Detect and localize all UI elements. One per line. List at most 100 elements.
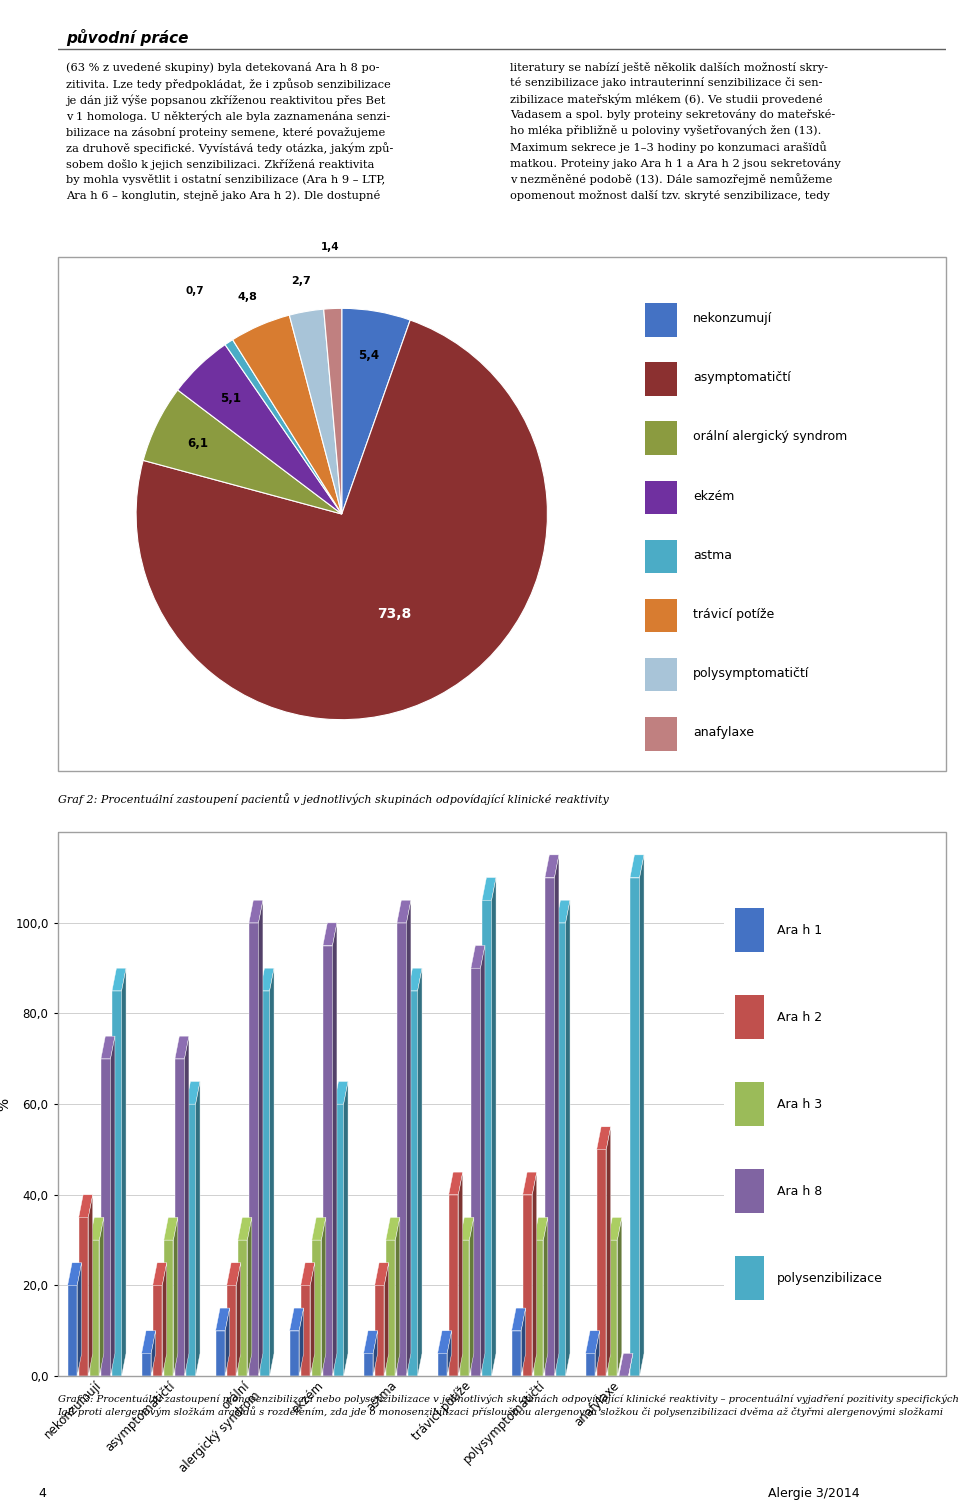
Polygon shape [184, 1036, 189, 1376]
Polygon shape [448, 1194, 458, 1376]
Polygon shape [152, 1331, 156, 1376]
Wedge shape [136, 321, 547, 720]
Polygon shape [629, 1353, 633, 1376]
Polygon shape [216, 1331, 226, 1376]
Polygon shape [238, 1240, 248, 1376]
Polygon shape [249, 922, 258, 1376]
Polygon shape [438, 1353, 447, 1376]
Polygon shape [300, 1285, 310, 1376]
Polygon shape [438, 1331, 451, 1353]
Text: Ara h 8: Ara h 8 [777, 1184, 822, 1198]
Polygon shape [545, 854, 559, 877]
Wedge shape [225, 340, 342, 514]
Polygon shape [408, 968, 422, 990]
Polygon shape [460, 1217, 474, 1240]
Polygon shape [153, 1285, 162, 1376]
Polygon shape [290, 1308, 303, 1331]
Polygon shape [88, 1194, 93, 1376]
Polygon shape [90, 1240, 100, 1376]
Polygon shape [101, 1058, 110, 1376]
Polygon shape [386, 1217, 400, 1240]
Polygon shape [556, 900, 570, 922]
Polygon shape [586, 1331, 600, 1353]
Polygon shape [101, 1036, 115, 1058]
Polygon shape [384, 1263, 389, 1376]
Bar [645, 599, 677, 632]
Polygon shape [322, 1217, 325, 1376]
Polygon shape [312, 1217, 325, 1240]
Text: Graf 3: Procentuální zastoupení monosenzibilizací nebo polysenzibilizace v jedno: Graf 3: Procentuální zastoupení monosenz… [58, 1394, 959, 1417]
Polygon shape [196, 1081, 200, 1376]
Text: 2,7: 2,7 [291, 277, 311, 286]
Polygon shape [164, 1217, 178, 1240]
Polygon shape [249, 900, 263, 922]
Polygon shape [141, 1331, 156, 1353]
Polygon shape [482, 877, 496, 900]
Polygon shape [162, 1263, 167, 1376]
Polygon shape [186, 1081, 200, 1104]
Polygon shape [258, 900, 263, 1376]
Polygon shape [323, 945, 332, 1376]
Text: 5,4: 5,4 [358, 349, 379, 363]
Polygon shape [543, 1217, 548, 1376]
Polygon shape [556, 922, 565, 1376]
Polygon shape [471, 968, 481, 1376]
Bar [645, 540, 677, 573]
Polygon shape [300, 1308, 303, 1376]
Wedge shape [342, 308, 410, 514]
Polygon shape [112, 968, 126, 990]
Polygon shape [406, 900, 411, 1376]
Polygon shape [227, 1263, 241, 1285]
Text: asymptomatičtí: asymptomatičtí [693, 372, 791, 384]
Wedge shape [178, 345, 342, 514]
Text: polysenzibilizace: polysenzibilizace [777, 1272, 883, 1285]
Wedge shape [143, 390, 342, 514]
Polygon shape [175, 1058, 184, 1376]
Polygon shape [617, 1217, 622, 1376]
Polygon shape [521, 1308, 526, 1376]
Polygon shape [607, 1126, 611, 1376]
Polygon shape [448, 1172, 463, 1194]
Polygon shape [226, 1308, 229, 1376]
Text: Ara h 2: Ara h 2 [777, 1010, 822, 1024]
Polygon shape [481, 945, 485, 1376]
Polygon shape [608, 1217, 622, 1240]
Y-axis label: %: % [0, 1098, 11, 1111]
Polygon shape [79, 1217, 88, 1376]
Text: původní práce: původní práce [66, 29, 189, 47]
Polygon shape [238, 1217, 252, 1240]
Polygon shape [471, 945, 485, 968]
Polygon shape [100, 1217, 104, 1376]
Text: ekzém: ekzém [693, 490, 734, 502]
Bar [645, 422, 677, 455]
Polygon shape [597, 1126, 611, 1149]
Text: Ara h 1: Ara h 1 [777, 924, 822, 936]
Polygon shape [396, 922, 406, 1376]
Polygon shape [77, 1263, 82, 1376]
Polygon shape [482, 900, 492, 1376]
Polygon shape [260, 968, 274, 990]
Polygon shape [396, 1217, 400, 1376]
Polygon shape [386, 1240, 396, 1376]
Polygon shape [534, 1240, 543, 1376]
Polygon shape [312, 1240, 322, 1376]
Polygon shape [374, 1263, 389, 1285]
Polygon shape [260, 990, 270, 1376]
Text: anafylaxe: anafylaxe [693, 726, 754, 739]
Polygon shape [534, 1217, 548, 1240]
Text: 73,8: 73,8 [377, 608, 412, 621]
Polygon shape [334, 1081, 348, 1104]
Polygon shape [164, 1240, 174, 1376]
Polygon shape [67, 1285, 77, 1376]
Polygon shape [512, 1331, 521, 1376]
Polygon shape [418, 968, 422, 1376]
Text: (63 % z uvedené skupiny) byla detekovaná Ara h 8 po-
zitivita. Lze tedy předpokl: (63 % z uvedené skupiny) byla detekovaná… [66, 62, 394, 201]
Polygon shape [334, 1104, 344, 1376]
Polygon shape [310, 1263, 315, 1376]
Polygon shape [364, 1353, 373, 1376]
Polygon shape [597, 1149, 607, 1376]
Polygon shape [630, 877, 639, 1376]
Polygon shape [639, 854, 644, 1376]
Text: Ara h 3: Ara h 3 [777, 1098, 822, 1111]
Polygon shape [492, 877, 496, 1376]
